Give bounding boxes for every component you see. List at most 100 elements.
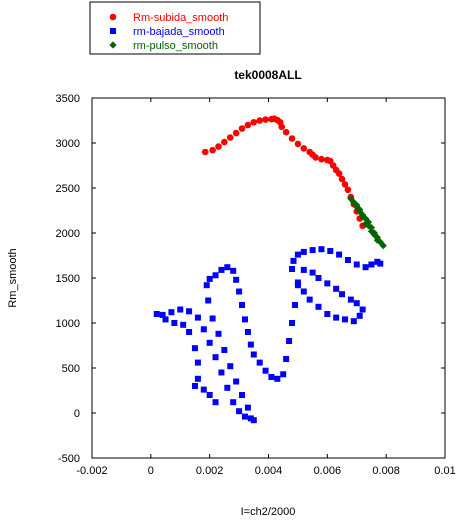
data-point [230,399,237,406]
x-tick-label: 0 [148,465,154,477]
data-point [353,300,360,307]
data-point [206,392,213,398]
data-point [180,321,187,328]
data-point [224,384,231,391]
data-point [194,359,201,366]
data-point [341,316,348,323]
data-point [318,246,325,253]
legend-marker [109,13,117,21]
data-point [289,320,296,326]
data-point [368,261,375,268]
data-point [177,306,184,313]
legend: Rm-subida_smooth rm-bajada_smooth rm-pulso… [89,1,261,55]
x-tick-label: 0.008 [372,465,400,477]
data-point [205,297,212,304]
data-point [194,375,201,382]
plot-area [91,97,446,459]
x-tick-label: 0.01 [434,465,455,477]
data-point [291,302,298,308]
data-point [286,338,293,344]
data-points [153,115,387,424]
x-tick-label: 0.006 [314,465,342,477]
data-point [274,375,281,382]
data-point [344,186,352,194]
data-point [200,386,207,393]
data-point [294,251,301,258]
data-point [244,329,251,335]
data-point [218,369,225,376]
data-point [367,227,376,235]
chart-title: tek0008ALL [234,68,301,82]
data-point [212,399,219,406]
x-tick-label: 0.004 [255,465,283,477]
data-point [241,413,248,420]
data-point [212,354,219,361]
legend-entry: rm-pulso_smooth [109,40,218,52]
data-point [191,345,198,352]
data-point [200,326,207,333]
data-point [186,329,193,335]
data-point [333,314,340,321]
data-point [201,148,209,156]
data-point [353,261,360,268]
y-tick-label: 3500 [56,93,80,105]
data-point [250,351,257,358]
data-point [344,257,351,263]
y-tick-label: 2500 [56,183,80,195]
y-tick-label: 1500 [56,273,80,285]
data-point [247,341,254,348]
data-point [370,231,378,239]
data-point [171,320,178,326]
data-point [341,181,349,188]
data-point [239,392,246,398]
data-point [206,339,213,346]
data-point [359,213,367,221]
axis-tick-labels: -0.002 0 0.002 0.004 0.006 0.008 0.01 -500 0 500 1… [56,93,456,477]
data-point [289,266,296,272]
data-point [191,383,198,389]
data-point [347,195,355,203]
y-tick-label: 2000 [56,228,80,240]
data-point [153,311,160,317]
data-point [339,291,346,298]
x-tick-label: -0.002 [76,465,107,477]
data-point [244,121,252,129]
data-point [250,119,258,126]
data-point [327,248,334,254]
data-point [221,347,228,353]
data-point [256,359,263,366]
legend-box [89,1,261,55]
y-tick-label: 0 [74,408,80,420]
data-point [221,138,228,146]
legend-label: rm-bajada_smooth [133,26,225,38]
y-tick-label: 3000 [56,138,80,150]
axis-ticks [91,97,446,459]
data-point [300,248,307,255]
legend-label: Rm-subida_smooth [133,12,228,24]
data-point [268,374,275,380]
data-point [280,371,287,378]
data-point [215,330,222,337]
data-point [233,378,240,385]
data-point [361,220,370,228]
data-point [333,285,340,292]
data-point [356,206,364,214]
data-point [206,275,213,282]
data-point [353,201,361,209]
data-point [294,140,302,148]
legend-label: rm-pulso_smooth [133,40,218,52]
data-point [356,312,363,319]
data-point [194,314,201,321]
data-point [239,302,246,308]
data-point [159,311,166,318]
data-point [203,282,210,289]
data-point [359,306,366,313]
data-point [241,316,248,323]
data-point [209,315,216,322]
data-point [290,257,297,264]
data-point [262,116,269,123]
data-point [312,154,319,161]
data-point [168,309,175,316]
data-point [315,303,322,310]
data-point [309,269,316,276]
